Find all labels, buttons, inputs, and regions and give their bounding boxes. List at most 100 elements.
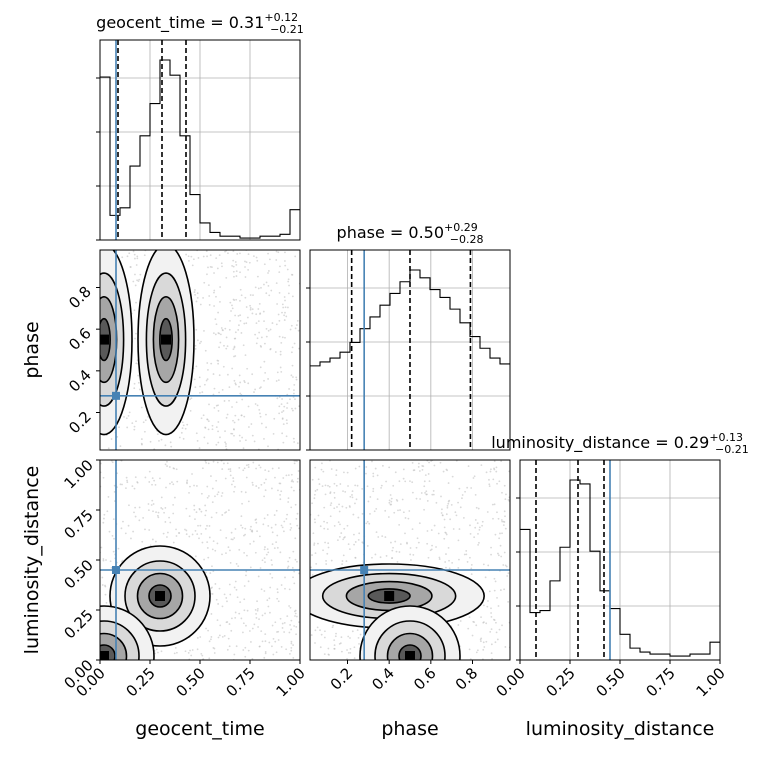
scatter-point xyxy=(291,407,293,410)
scatter-point xyxy=(474,519,477,521)
title-minus-error: −0.21 xyxy=(270,23,304,36)
scatter-point xyxy=(275,380,278,382)
scatter-point xyxy=(244,439,247,442)
scatter-point xyxy=(311,554,313,556)
scatter-point xyxy=(172,467,175,470)
scatter-point xyxy=(185,529,188,532)
scatter-point xyxy=(206,255,208,258)
x-tick-label: 0.25 xyxy=(122,664,158,700)
scatter-point xyxy=(340,650,343,653)
scatter-point xyxy=(137,280,140,282)
scatter-point xyxy=(155,648,158,651)
scatter-point xyxy=(271,576,274,579)
scatter-point xyxy=(173,496,176,499)
scatter-point xyxy=(267,605,270,608)
scatter-point xyxy=(398,523,401,526)
scatter-point xyxy=(488,478,490,481)
scatter-point xyxy=(225,537,228,539)
scatter-point xyxy=(275,250,278,253)
scatter-point xyxy=(418,522,421,525)
scatter-point xyxy=(267,470,270,473)
scatter-point xyxy=(351,490,354,493)
scatter-point xyxy=(354,484,357,487)
scatter-point xyxy=(223,634,226,637)
scatter-point xyxy=(280,403,283,405)
scatter-point xyxy=(255,467,257,470)
scatter-point xyxy=(207,428,210,431)
scatter-point xyxy=(263,360,266,363)
scatter-point xyxy=(225,336,228,339)
scatter-point xyxy=(256,259,259,262)
scatter-point xyxy=(281,336,284,339)
scatter-point xyxy=(249,308,252,311)
scatter-point xyxy=(361,512,364,515)
scatter-point xyxy=(490,468,492,471)
scatter-point xyxy=(261,640,264,643)
scatter-point xyxy=(292,550,295,553)
scatter-point xyxy=(133,309,136,312)
y-axis-label-luminosity_distance: luminosity_distance xyxy=(21,466,43,655)
scatter-point xyxy=(238,612,241,615)
scatter-point xyxy=(255,518,258,521)
scatter-point xyxy=(224,327,227,330)
scatter-point xyxy=(290,480,293,483)
scatter-point xyxy=(325,559,327,562)
scatter-point xyxy=(457,566,460,569)
scatter-point xyxy=(367,500,370,503)
scatter-point xyxy=(292,376,294,378)
scatter-point xyxy=(447,502,450,505)
truth-marker xyxy=(360,566,369,574)
scatter-point xyxy=(135,301,137,304)
scatter-point xyxy=(263,438,265,440)
scatter-point xyxy=(430,529,433,531)
scatter-point xyxy=(249,304,251,307)
scatter-point xyxy=(292,480,295,483)
scatter-point xyxy=(192,258,195,261)
scatter-point xyxy=(433,524,436,527)
density-panel-geocent_time-phase xyxy=(99,249,301,451)
panel-frame xyxy=(99,39,301,241)
scatter-point xyxy=(263,495,266,498)
scatter-point xyxy=(284,264,287,267)
scatter-point xyxy=(196,485,198,487)
x-tick-label: 0.2 xyxy=(327,664,357,694)
scatter-point xyxy=(181,427,184,430)
scatter-point xyxy=(195,365,198,368)
scatter-point xyxy=(246,609,249,612)
scatter-point xyxy=(290,506,293,509)
scatter-point xyxy=(435,501,438,504)
y-tick-label: 0.25 xyxy=(60,606,96,642)
scatter-point xyxy=(289,652,291,655)
scatter-point xyxy=(216,461,219,464)
scatter-point xyxy=(500,460,503,462)
scatter-point xyxy=(257,287,260,290)
scatter-point xyxy=(313,518,316,521)
scatter-point xyxy=(151,499,154,502)
scatter-point xyxy=(461,497,463,500)
scatter-point xyxy=(448,559,450,562)
scatter-point xyxy=(490,553,492,556)
scatter-point xyxy=(490,628,493,631)
scatter-point xyxy=(226,600,228,603)
scatter-point xyxy=(206,496,209,499)
scatter-point xyxy=(170,445,173,448)
scatter-point xyxy=(162,532,165,535)
scatter-point xyxy=(473,475,476,478)
scatter-point xyxy=(321,485,324,488)
scatter-point xyxy=(507,572,510,575)
scatter-point xyxy=(269,611,271,614)
title-param: luminosity_distance xyxy=(491,433,650,453)
scatter-point xyxy=(267,445,269,448)
scatter-point xyxy=(263,283,265,286)
scatter-point xyxy=(425,490,428,493)
scatter-point xyxy=(497,517,500,520)
scatter-point xyxy=(243,415,246,418)
scatter-point xyxy=(298,621,300,623)
scatter-point xyxy=(505,565,508,568)
scatter-point xyxy=(221,553,223,556)
scatter-point xyxy=(255,616,258,619)
scatter-point xyxy=(294,558,297,561)
scatter-point xyxy=(295,376,298,379)
scatter-point xyxy=(469,524,471,527)
